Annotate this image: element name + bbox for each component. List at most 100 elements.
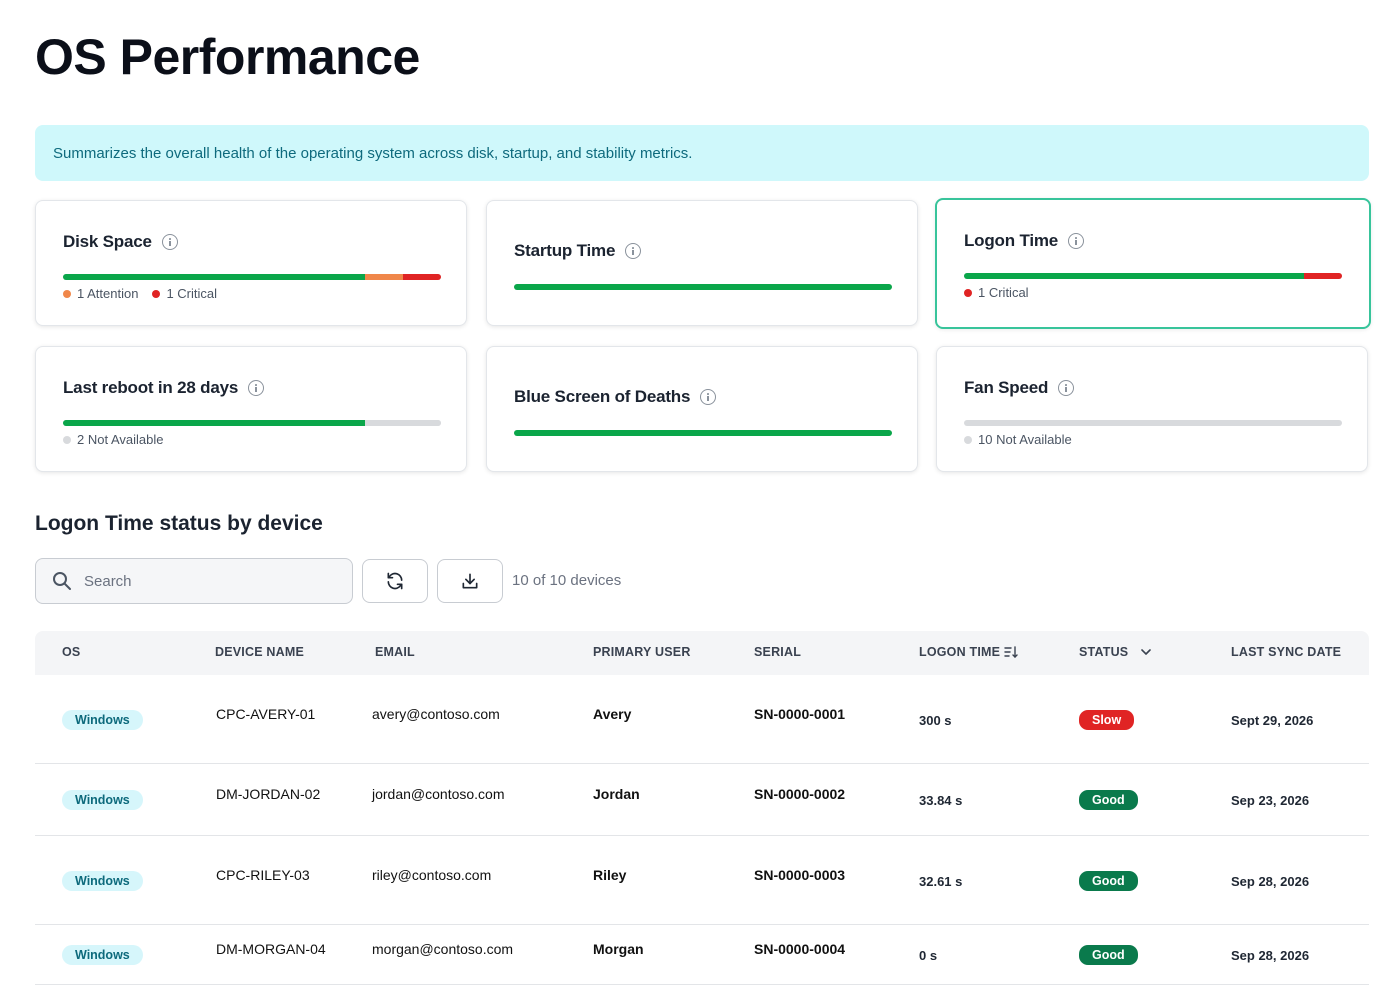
logon-time: 300 s — [919, 713, 952, 728]
primary-user: Morgan — [593, 941, 644, 957]
status-bar — [964, 420, 1342, 426]
metric-card[interactable]: Logon Time 1 Critical — [935, 198, 1371, 329]
legend-item-not_available: 10 Not Available — [964, 432, 1072, 447]
section-title: Logon Time status by device — [35, 512, 323, 535]
status-badge: Good — [1079, 790, 1138, 810]
table-row[interactable]: Windows DM-MORGAN-04 morgan@contoso.com Mor… — [35, 925, 1369, 985]
header-last-sync-date[interactable]: LAST SYNC DATE — [1231, 645, 1342, 659]
legend-item-not_available: 2 Not Available — [63, 432, 164, 447]
last-sync-date: Sep 28, 2026 — [1231, 874, 1310, 889]
info-icon[interactable] — [625, 243, 642, 259]
status-bar-segment-good — [63, 274, 366, 280]
card-title: Startup Time — [514, 241, 616, 260]
table-header: OS DEVICE NAME EMAIL PRIMARY USER SERIAL… — [35, 631, 1369, 675]
info-banner: Summarizes the overall health of the ope… — [35, 125, 1369, 181]
logon-time: 0 s — [919, 948, 938, 963]
header-primary-user[interactable]: PRIMARY USER — [593, 645, 691, 659]
metric-card[interactable]: Blue Screen of Deaths — [486, 346, 918, 472]
card-title: Logon Time — [964, 231, 1059, 250]
card-header: Fan Speed — [964, 378, 1340, 398]
primary-user: Riley — [593, 867, 627, 883]
legend-label: 2 Not Available — [77, 432, 164, 447]
status-bar — [964, 273, 1342, 279]
search-input[interactable] — [84, 572, 324, 590]
legend-dot — [964, 288, 972, 297]
card-legend: 1 Critical — [964, 285, 1342, 300]
status-bar — [514, 430, 892, 436]
last-sync-date: Sep 23, 2026 — [1231, 793, 1310, 808]
status-bar — [63, 274, 441, 280]
last-sync-date: Sept 29, 2026 — [1231, 713, 1314, 728]
primary-user: Jordan — [593, 786, 640, 802]
device-name[interactable]: CPC-AVERY-01 — [216, 706, 316, 722]
download-icon — [462, 573, 478, 589]
serial: SN-0000-0001 — [754, 706, 846, 722]
card-header: Logon Time — [964, 231, 1342, 251]
last-sync-date: Sep 28, 2026 — [1231, 948, 1310, 963]
legend-label: 1 Critical — [166, 286, 218, 301]
header-logon-time[interactable]: LOGON TIME — [919, 645, 1018, 659]
legend-label: 10 Not Available — [978, 432, 1072, 447]
legend-item-attention: 1 Attention — [63, 286, 138, 301]
device-name[interactable]: DM-JORDAN-02 — [216, 786, 321, 802]
email[interactable]: riley@contoso.com — [372, 867, 492, 883]
device-name[interactable]: CPC-RILEY-03 — [216, 867, 310, 883]
header-serial[interactable]: SERIAL — [754, 645, 802, 659]
metric-card[interactable]: Last reboot in 28 days 2 Not Available — [35, 346, 467, 472]
status-bar — [514, 284, 892, 290]
card-header: Disk Space — [63, 232, 439, 252]
email[interactable]: morgan@contoso.com — [372, 941, 514, 957]
serial: SN-0000-0002 — [754, 786, 846, 802]
device-name[interactable]: DM-MORGAN-04 — [216, 941, 326, 957]
legend-dot — [152, 289, 161, 298]
logon-time: 33.84 s — [919, 793, 963, 808]
card-title: Fan Speed — [964, 378, 1049, 397]
header-logon-time-label: LOGON TIME — [919, 645, 1001, 659]
legend-item-critical: 1 Critical — [152, 286, 217, 301]
header-email[interactable]: EMAIL — [375, 645, 415, 659]
sort-descending-icon[interactable] — [1004, 646, 1018, 658]
os-badge: Windows — [62, 945, 143, 965]
refresh-icon — [387, 572, 403, 590]
device-count: 10 of 10 devices — [512, 572, 622, 589]
table-row[interactable]: Windows CPC-AVERY-01 avery@contoso.com Aver… — [35, 675, 1369, 764]
header-status[interactable]: STATUS — [1079, 645, 1152, 659]
metric-card[interactable]: Disk Space 1 Attention 1 Critical — [35, 200, 467, 326]
info-icon[interactable] — [700, 389, 717, 405]
status-bar-segment-critical — [403, 274, 441, 280]
status-bar-segment-critical — [1304, 273, 1342, 279]
info-icon[interactable] — [248, 380, 265, 396]
serial: SN-0000-0004 — [754, 941, 846, 957]
table-row[interactable]: Windows DM-JORDAN-02 jordan@contoso.com Jor… — [35, 764, 1369, 836]
header-os[interactable]: OS — [62, 645, 81, 659]
download-button[interactable] — [437, 559, 503, 603]
info-icon[interactable] — [1068, 233, 1085, 249]
legend-item-critical: 1 Critical — [964, 285, 1029, 300]
header-device-name[interactable]: DEVICE NAME — [215, 645, 305, 659]
status-bar — [63, 420, 441, 426]
logon-time: 32.61 s — [919, 874, 963, 889]
status-bar-segment-good — [514, 284, 892, 290]
legend-label: 1 Critical — [978, 285, 1029, 300]
search-box[interactable] — [35, 558, 353, 604]
chevron-down-icon[interactable] — [1140, 648, 1152, 656]
legend-dot — [964, 435, 972, 444]
status-bar-segment-attention — [365, 274, 404, 280]
info-icon[interactable] — [161, 234, 178, 250]
status-badge: Good — [1079, 945, 1138, 965]
refresh-button[interactable] — [362, 559, 428, 603]
os-badge: Windows — [62, 871, 143, 891]
info-icon[interactable] — [1058, 380, 1075, 396]
status-bar-segment-good — [514, 430, 892, 436]
email[interactable]: jordan@contoso.com — [372, 786, 505, 802]
status-badge: Slow — [1079, 710, 1135, 730]
card-legend: 10 Not Available — [964, 432, 1340, 447]
metric-card[interactable]: Startup Time — [486, 200, 918, 326]
table-row[interactable]: Windows CPC-RILEY-03 riley@contoso.com Rile… — [35, 836, 1369, 925]
email[interactable]: avery@contoso.com — [372, 706, 500, 722]
metric-card[interactable]: Fan Speed 10 Not Available — [936, 346, 1368, 472]
card-legend: 2 Not Available — [63, 432, 439, 447]
primary-user: Avery — [593, 706, 632, 722]
card-header: Last reboot in 28 days — [63, 378, 439, 398]
card-header: Blue Screen of Deaths — [514, 387, 890, 407]
